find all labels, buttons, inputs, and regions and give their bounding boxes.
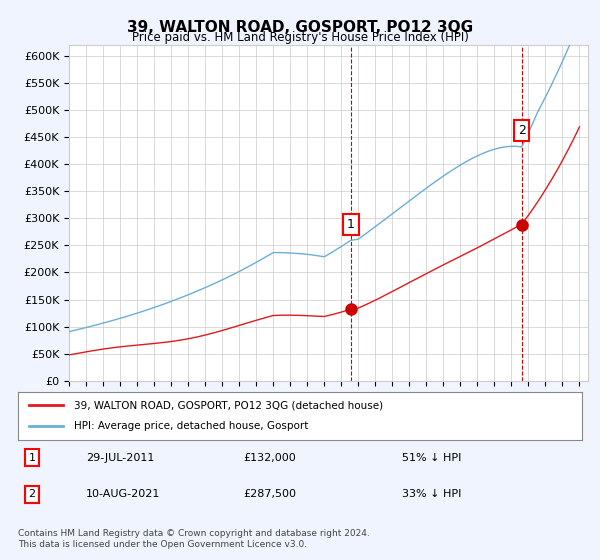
Text: 51% ↓ HPI: 51% ↓ HPI xyxy=(401,453,461,463)
Text: 2: 2 xyxy=(29,489,35,499)
Text: HPI: Average price, detached house, Gosport: HPI: Average price, detached house, Gosp… xyxy=(74,421,309,431)
Text: 1: 1 xyxy=(29,453,35,463)
Text: 2: 2 xyxy=(518,124,526,137)
Text: Price paid vs. HM Land Registry's House Price Index (HPI): Price paid vs. HM Land Registry's House … xyxy=(131,31,469,44)
Text: 33% ↓ HPI: 33% ↓ HPI xyxy=(401,489,461,499)
Text: 10-AUG-2021: 10-AUG-2021 xyxy=(86,489,160,499)
Text: 39, WALTON ROAD, GOSPORT, PO12 3QG: 39, WALTON ROAD, GOSPORT, PO12 3QG xyxy=(127,20,473,35)
Text: Contains HM Land Registry data © Crown copyright and database right 2024.
This d: Contains HM Land Registry data © Crown c… xyxy=(18,529,370,549)
Text: £287,500: £287,500 xyxy=(244,489,296,499)
Text: 29-JUL-2011: 29-JUL-2011 xyxy=(86,453,154,463)
Text: £132,000: £132,000 xyxy=(244,453,296,463)
Text: 1: 1 xyxy=(347,218,355,231)
Text: 39, WALTON ROAD, GOSPORT, PO12 3QG (detached house): 39, WALTON ROAD, GOSPORT, PO12 3QG (deta… xyxy=(74,400,383,410)
